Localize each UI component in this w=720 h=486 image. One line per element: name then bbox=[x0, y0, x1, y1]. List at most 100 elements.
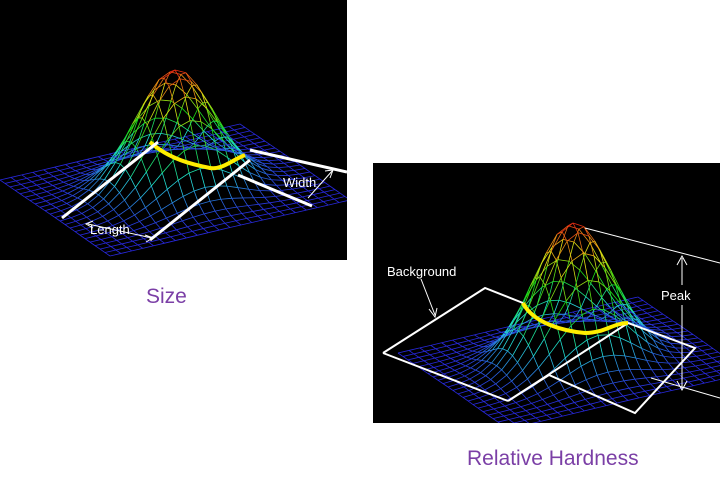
mesh-line bbox=[581, 314, 588, 340]
mesh-line bbox=[59, 217, 72, 222]
mesh-line bbox=[259, 190, 265, 198]
mesh-line bbox=[467, 397, 480, 402]
mesh-line bbox=[58, 179, 64, 183]
mesh-line bbox=[65, 164, 71, 169]
mesh-line bbox=[612, 380, 624, 384]
mesh-line bbox=[568, 260, 581, 271]
mesh-line bbox=[490, 334, 496, 338]
mesh-line bbox=[250, 161, 262, 169]
mesh-line bbox=[290, 208, 296, 213]
mesh-line bbox=[442, 379, 455, 384]
mesh-line bbox=[514, 311, 521, 324]
mesh-line bbox=[150, 185, 157, 199]
mesh-line bbox=[20, 184, 27, 189]
mesh-line bbox=[182, 129, 189, 140]
mesh-line bbox=[199, 168, 206, 188]
mesh-line bbox=[705, 373, 711, 378]
mesh-line bbox=[485, 365, 497, 377]
mesh-line bbox=[481, 360, 487, 362]
mesh-line bbox=[487, 339, 499, 352]
mesh-line bbox=[493, 408, 500, 413]
mesh-line bbox=[171, 202, 178, 214]
mesh-line bbox=[621, 291, 628, 304]
mesh-line bbox=[69, 175, 75, 179]
mesh-line bbox=[87, 194, 99, 205]
mesh-line bbox=[579, 403, 591, 408]
mesh-line bbox=[497, 421, 501, 423]
mesh-line bbox=[511, 370, 523, 382]
mesh-line bbox=[120, 250, 132, 254]
mesh-line bbox=[441, 342, 447, 347]
mesh-line bbox=[433, 364, 445, 368]
mesh-line bbox=[0, 177, 12, 181]
mesh-line bbox=[319, 178, 326, 183]
mesh-line bbox=[716, 369, 720, 372]
mesh-line bbox=[520, 402, 532, 408]
mesh-line bbox=[548, 354, 555, 369]
mesh-line bbox=[134, 152, 141, 157]
mesh-line bbox=[110, 144, 122, 164]
mesh-line bbox=[585, 395, 597, 400]
mesh-line bbox=[612, 382, 619, 391]
mesh-line bbox=[248, 139, 255, 144]
mesh-line bbox=[303, 177, 310, 182]
mesh-line bbox=[502, 348, 508, 352]
mesh-line bbox=[324, 182, 331, 187]
mesh-line bbox=[465, 359, 477, 367]
mesh-line bbox=[596, 371, 609, 376]
mesh-line bbox=[57, 184, 69, 189]
mesh-line bbox=[52, 185, 58, 189]
mesh-line bbox=[124, 153, 131, 157]
mesh-line bbox=[407, 356, 420, 361]
mesh-line bbox=[682, 334, 694, 337]
mesh-line bbox=[681, 335, 688, 340]
mesh-line bbox=[146, 154, 158, 173]
mesh-line bbox=[95, 232, 107, 237]
mesh-line bbox=[690, 359, 702, 363]
mesh-line bbox=[482, 411, 489, 416]
mesh-line bbox=[306, 207, 318, 211]
mesh-line bbox=[237, 187, 244, 199]
mesh-line bbox=[312, 203, 318, 208]
mesh-line bbox=[152, 77, 165, 96]
mesh-line bbox=[118, 207, 130, 216]
size-mesh-plot: Length Width bbox=[0, 69, 347, 257]
mesh-line bbox=[244, 133, 256, 138]
mesh-line bbox=[501, 369, 507, 376]
background-label: Background bbox=[387, 264, 456, 279]
mesh-line bbox=[546, 414, 552, 420]
width-label: Width bbox=[283, 175, 316, 190]
mesh-line bbox=[139, 215, 151, 222]
mesh-line bbox=[255, 169, 261, 178]
mesh-line bbox=[424, 348, 436, 352]
mesh-line bbox=[625, 323, 637, 335]
mesh-line bbox=[468, 340, 474, 344]
mesh-line bbox=[84, 172, 96, 181]
mesh-line bbox=[190, 81, 197, 99]
mesh-line bbox=[531, 420, 541, 423]
mesh-line bbox=[77, 197, 83, 202]
mesh-line bbox=[198, 204, 205, 215]
mesh-line bbox=[4, 180, 17, 184]
mesh-line bbox=[159, 236, 171, 240]
mesh-line bbox=[213, 225, 220, 231]
mesh-line bbox=[428, 360, 440, 365]
mesh-line bbox=[32, 172, 38, 177]
mesh-line bbox=[59, 220, 66, 225]
mesh-line bbox=[297, 190, 309, 194]
mesh-line bbox=[122, 233, 128, 238]
mesh-line bbox=[444, 364, 451, 368]
mesh-line bbox=[166, 135, 173, 145]
mesh-line bbox=[628, 387, 635, 394]
mesh-line bbox=[212, 109, 219, 123]
mesh-line bbox=[192, 228, 204, 232]
mesh-line bbox=[103, 186, 115, 200]
mesh-line bbox=[463, 334, 475, 338]
mesh-line bbox=[196, 84, 203, 93]
mesh-line bbox=[187, 226, 193, 232]
mesh-line bbox=[617, 387, 629, 391]
mesh-line bbox=[115, 247, 127, 251]
mesh-line bbox=[204, 144, 210, 148]
hardness-mesh-plot: Background Peak bbox=[382, 222, 720, 423]
mesh-line bbox=[172, 195, 184, 204]
